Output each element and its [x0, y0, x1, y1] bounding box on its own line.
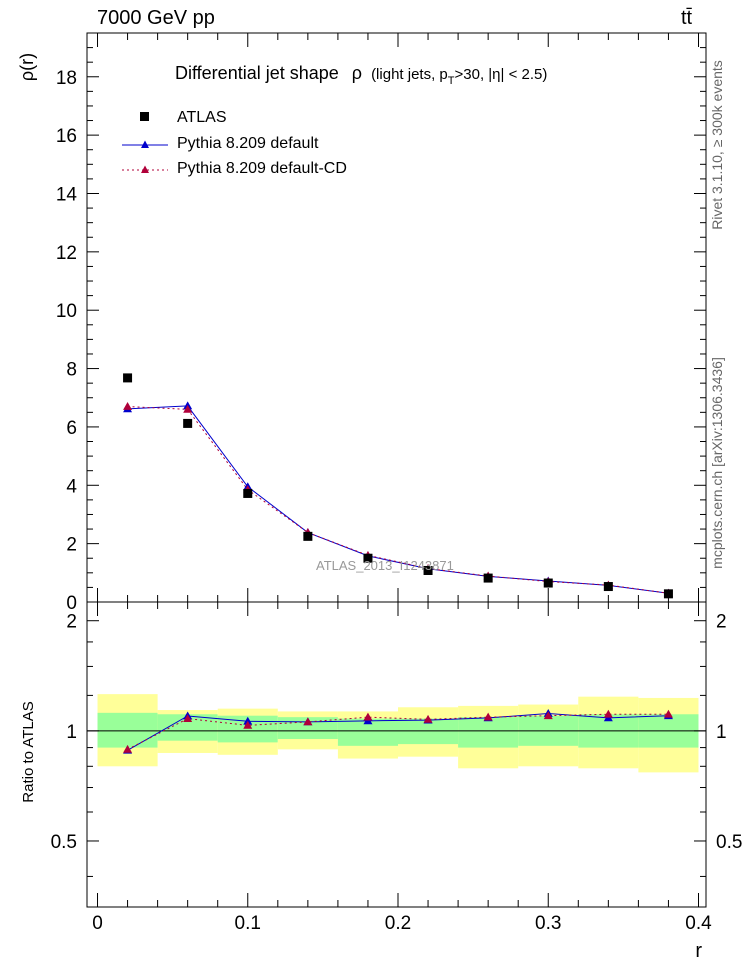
- ratio-default-point: [243, 716, 253, 725]
- ratio-tick-label-right: 0.5: [716, 832, 742, 853]
- atlas-point: [543, 578, 553, 588]
- legend-default-label: Pythia 8.209 default: [177, 135, 319, 152]
- ratio-default-cd-point: [663, 709, 673, 718]
- y-tick-label: 4: [66, 476, 77, 497]
- ratio-tick-label: 0.5: [51, 832, 77, 853]
- x-tick-label: 0.2: [385, 913, 411, 934]
- ratio-tick-label: 2: [66, 612, 77, 633]
- ratio-inner-band: [277, 717, 338, 739]
- atlas-point: [483, 573, 493, 583]
- ratio-default-cd-point: [303, 717, 313, 726]
- ratio-default-cd-point: [123, 744, 133, 753]
- y-tick-label: 6: [66, 418, 77, 439]
- ratio-default-cd-point: [183, 714, 193, 722]
- atlas-point: [603, 582, 613, 592]
- rivet-label: Rivet 3.1.10, ≥ 300k events: [709, 60, 725, 230]
- default-cd-point: [183, 404, 193, 413]
- y-tick-label: 10: [56, 301, 77, 322]
- x-tick-label: 0: [92, 913, 103, 934]
- ratio-tick-label-right: 2: [716, 612, 727, 633]
- ratio-default-cd-point: [243, 720, 253, 729]
- legend-atlas-marker: [140, 112, 149, 121]
- ratio-default-cd-point: [543, 711, 553, 720]
- y-tick-label: 0: [66, 593, 77, 614]
- legend-atlas-label: ATLAS: [177, 109, 227, 126]
- ratio-axis-title: Ratio to ATLAS: [20, 701, 37, 802]
- ratio-default-line: [127, 713, 669, 751]
- atlas-point: [363, 553, 373, 563]
- ratio-default-cd-point: [483, 712, 493, 721]
- process-label: tt̄: [681, 7, 693, 29]
- atlas-point: [123, 373, 133, 383]
- ratio-inner-band: [458, 717, 519, 748]
- watermark: ATLAS_2013_I1243871: [316, 558, 454, 573]
- legend-default-cd-marker: [141, 165, 149, 173]
- atlas-point: [183, 418, 193, 428]
- ratio-default-cd-point: [423, 714, 433, 723]
- y-tick-label: 18: [56, 68, 77, 89]
- atlas-point: [303, 531, 313, 541]
- legend-default-marker: [141, 140, 149, 148]
- legend-default-cd-label: Pythia 8.209 default-CD: [177, 160, 347, 177]
- atlas-point: [423, 565, 433, 575]
- legend: ATLAS Pythia 8.209 default Pythia 8.209 …: [122, 109, 347, 177]
- y-tick-label: 12: [56, 243, 77, 264]
- ratio-tick-label-right: 1: [716, 722, 727, 743]
- y-tick-label: 14: [56, 184, 78, 205]
- energy-label: 7000 GeV pp: [97, 7, 215, 29]
- default-cd-series-line: [127, 405, 669, 594]
- y-tick-label: 8: [66, 360, 77, 381]
- ratio-default-cd-point: [363, 712, 373, 721]
- default-cd-point: [123, 401, 133, 410]
- ratio-default-cd-point: [603, 709, 613, 718]
- x-tick-label: 0.1: [235, 913, 261, 934]
- x-tick-label: 0.4: [685, 913, 712, 934]
- ratio-tick-label: 1: [66, 722, 77, 743]
- y-axis-title: ρ(r): [17, 53, 37, 81]
- y-tick-label: 16: [56, 126, 77, 147]
- atlas-point: [243, 488, 253, 498]
- x-axis-title: r: [695, 940, 702, 962]
- atlas-point: [663, 589, 673, 599]
- main-title: Differential jet shape ρ (light jets, pT…: [175, 63, 547, 87]
- mcplots-label: mcplots.cern.ch [arXiv:1306.3436]: [709, 357, 725, 569]
- ratio-plot-frame: [86, 601, 707, 908]
- ratio-inner-band: [97, 712, 158, 748]
- x-tick-label: 0.3: [535, 913, 561, 934]
- y-tick-label: 2: [66, 535, 77, 556]
